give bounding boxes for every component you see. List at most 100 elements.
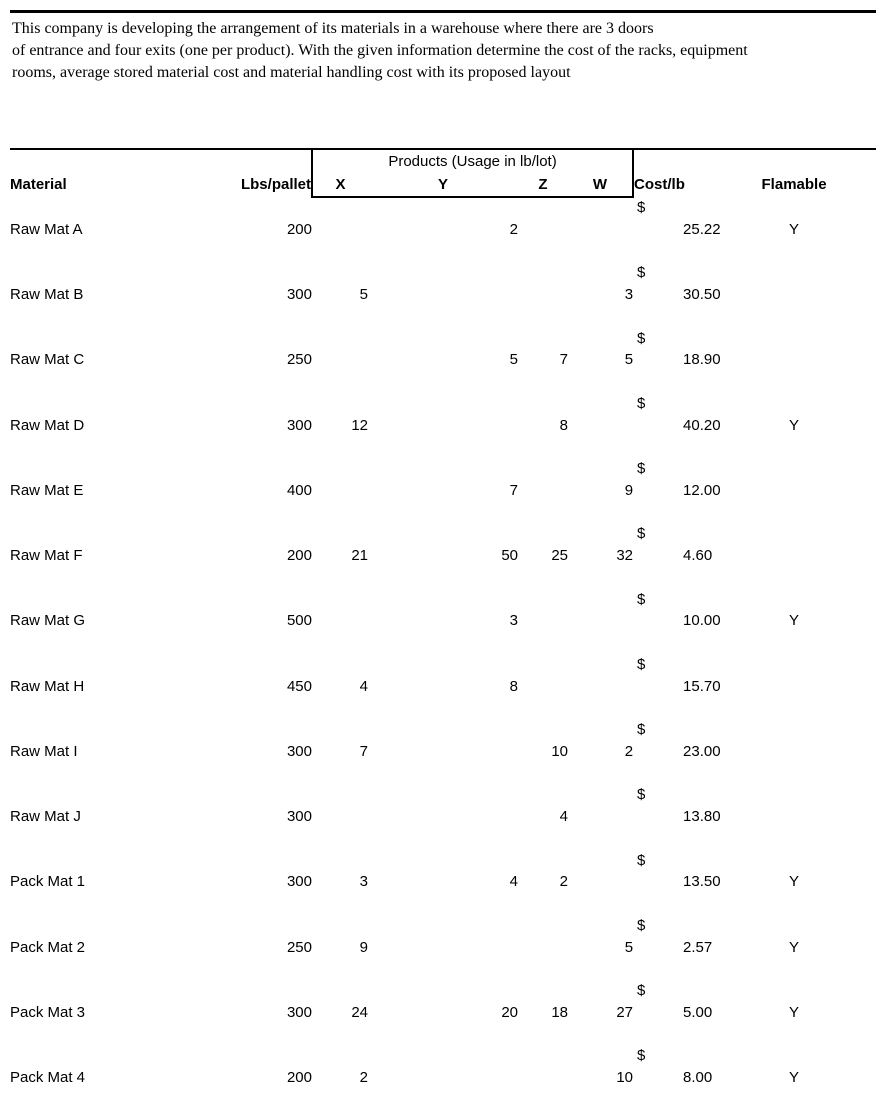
material-row: Raw Mat G 500 3 $10.00 Y	[10, 589, 876, 654]
usage-z: 25	[551, 547, 568, 564]
usage-z: 10	[551, 742, 568, 760]
currency-symbol: $	[637, 394, 646, 412]
lbs-per-pallet: 300	[286, 808, 312, 825]
column-header-row: Material Lbs/pallet X Y Z W Cost/lb Flam…	[10, 173, 876, 198]
usage-x	[312, 458, 368, 523]
cost-amount: 15.70	[683, 677, 721, 695]
currency-symbol: $	[637, 916, 646, 934]
flamable-flag	[712, 523, 876, 588]
material-name: Raw Mat C	[10, 351, 85, 369]
usage-z	[518, 654, 568, 719]
flamable-flag: Y	[789, 938, 800, 956]
usage-y	[368, 262, 518, 327]
cost-per-lb: $23.00	[633, 719, 721, 784]
header-spacer-left	[10, 148, 312, 173]
usage-z	[518, 197, 568, 262]
material-row: Raw Mat E 400 7 9 $12.00	[10, 458, 876, 523]
usage-z: 4	[559, 808, 568, 825]
usage-x: 2	[359, 1069, 368, 1086]
cost-amount: 4.60	[683, 547, 713, 564]
usage-y: 8	[509, 677, 518, 695]
usage-w	[568, 850, 633, 915]
material-row: Raw Mat A 200 2 $25.22 Y	[10, 197, 876, 262]
currency-symbol: $	[637, 655, 646, 673]
cost-per-lb: $13.80	[633, 784, 721, 849]
material-row: Pack Mat 1 300 3 4 2 $13.50 Y	[10, 850, 876, 915]
cost-amount: 12.00	[683, 481, 721, 499]
usage-w: 5	[624, 938, 634, 956]
lbs-per-pallet: 300	[286, 742, 312, 760]
usage-w: 5	[624, 351, 634, 369]
col-header-cost-lb: Cost/lb	[634, 176, 685, 194]
cost-amount: 30.50	[683, 286, 721, 303]
materials-table: Products (Usage in lb/lot) Material Lbs/…	[10, 148, 877, 1096]
material-name: Raw Mat E	[10, 481, 84, 499]
lbs-per-pallet: 300	[286, 416, 312, 434]
usage-y: 2	[509, 221, 518, 239]
material-name: Raw Mat G	[10, 612, 86, 630]
material-name: Raw Mat B	[10, 286, 84, 303]
material-name: Pack Mat 2	[10, 938, 86, 956]
products-header-row: Products (Usage in lb/lot)	[10, 148, 877, 173]
lbs-per-pallet: 250	[286, 351, 312, 369]
usage-x: 4	[359, 677, 368, 695]
usage-z: 18	[551, 1003, 568, 1021]
usage-y: 4	[509, 873, 518, 891]
currency-symbol: $	[637, 525, 646, 543]
cost-amount: 5.00	[683, 1003, 713, 1021]
cost-amount: 23.00	[683, 742, 721, 760]
usage-w: 3	[624, 286, 634, 303]
usage-x: 5	[359, 286, 368, 303]
cost-per-lb: $18.90	[633, 328, 721, 393]
usage-z	[518, 262, 568, 327]
cost-per-lb: $30.50	[633, 262, 721, 327]
header-spacer-cost	[633, 148, 713, 173]
material-row: Raw Mat I 300 7 10 2 $23.00	[10, 719, 876, 784]
usage-y	[368, 784, 518, 849]
material-row: Raw Mat B 300 5 3 $30.50	[10, 262, 876, 327]
material-row: Raw Mat C 250 5 7 5 $18.90	[10, 328, 876, 393]
currency-symbol: $	[637, 329, 646, 347]
usage-w: 32	[616, 547, 634, 564]
usage-z: 2	[559, 873, 568, 891]
material-name: Raw Mat I	[10, 742, 78, 760]
usage-w: 9	[624, 481, 634, 499]
col-header-y: Y	[368, 173, 518, 198]
cost-amount: 2.57	[683, 938, 713, 956]
lbs-per-pallet: 200	[286, 547, 312, 564]
material-name: Raw Mat A	[10, 220, 83, 238]
usage-y: 7	[509, 481, 518, 499]
flamable-flag: Y	[789, 1069, 800, 1086]
lbs-per-pallet: 300	[286, 1003, 312, 1021]
usage-w	[568, 393, 633, 458]
material-row: Raw Mat J 300 4 $13.80	[10, 784, 876, 849]
usage-x: 9	[359, 938, 368, 956]
material-name: Pack Mat 4	[10, 1069, 86, 1086]
flamable-flag: Y	[789, 1003, 800, 1021]
usage-x: 21	[351, 547, 368, 564]
usage-y: 50	[501, 547, 518, 564]
usage-y	[368, 915, 518, 980]
usage-y: 3	[509, 612, 518, 630]
lbs-per-pallet: 400	[286, 481, 312, 499]
usage-z: 8	[559, 416, 568, 434]
lbs-per-pallet: 250	[286, 938, 312, 956]
cost-per-lb: $5.00	[633, 980, 712, 1045]
usage-x	[312, 328, 368, 393]
usage-y	[368, 719, 518, 784]
usage-x	[312, 197, 368, 262]
col-header-w: W	[568, 173, 635, 198]
currency-symbol: $	[637, 721, 646, 738]
usage-x	[312, 784, 368, 849]
usage-w	[568, 589, 633, 654]
cost-amount: 10.00	[683, 612, 721, 630]
col-header-x: X	[311, 173, 368, 198]
usage-w	[568, 784, 633, 849]
usage-y	[368, 1045, 518, 1096]
material-row: Pack Mat 2 250 9 5 $2.57 Y	[10, 915, 876, 980]
cost-per-lb: $40.20	[633, 393, 721, 458]
cost-per-lb: $13.50	[633, 850, 721, 915]
cost-amount: 18.90	[683, 351, 721, 369]
col-header-lbs-pallet: Lbs/pallet	[240, 176, 311, 194]
material-row: Pack Mat 4 200 2 10 $8.00 Y	[10, 1045, 876, 1096]
